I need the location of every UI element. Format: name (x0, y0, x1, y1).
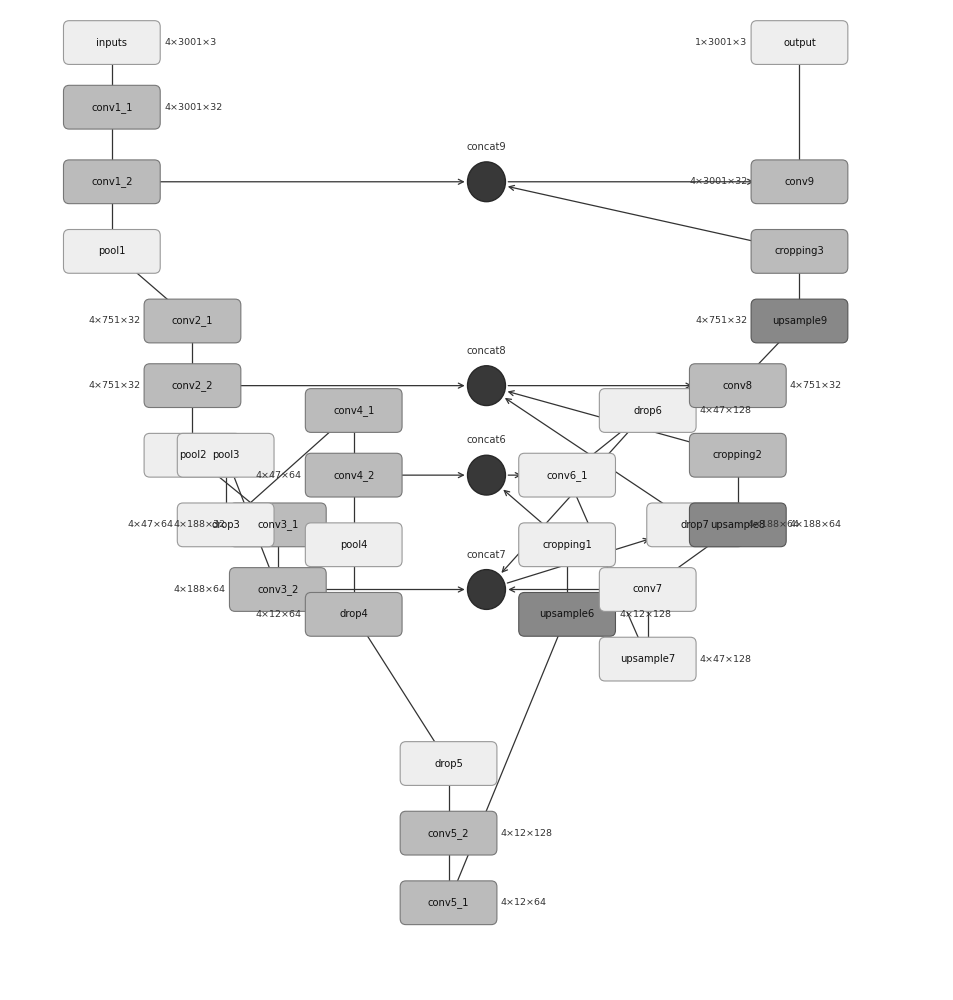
Circle shape (467, 455, 505, 495)
Text: conv4_2: conv4_2 (333, 470, 374, 481)
Text: cropping1: cropping1 (541, 540, 592, 550)
Text: conv4_1: conv4_1 (333, 405, 374, 416)
FancyBboxPatch shape (305, 523, 401, 567)
Text: 4×3001×3: 4×3001×3 (164, 38, 216, 47)
Text: conv5_1: conv5_1 (427, 897, 469, 908)
FancyBboxPatch shape (518, 592, 615, 636)
Text: cropping2: cropping2 (712, 450, 762, 460)
Text: 4×3001×32: 4×3001×32 (688, 177, 746, 186)
Text: conv9: conv9 (783, 177, 814, 187)
Text: upsample6: upsample6 (538, 609, 594, 619)
Text: concat6: concat6 (466, 435, 506, 445)
FancyBboxPatch shape (689, 503, 785, 547)
Text: conv2_1: conv2_1 (172, 316, 213, 326)
Text: pool3: pool3 (212, 450, 239, 460)
FancyBboxPatch shape (598, 637, 696, 681)
FancyBboxPatch shape (64, 160, 160, 204)
Text: 4×12×64: 4×12×64 (255, 610, 301, 619)
Text: 4×3001×32: 4×3001×32 (164, 103, 222, 112)
Text: 4×188×64: 4×188×64 (746, 520, 799, 529)
FancyBboxPatch shape (177, 433, 274, 477)
Text: pool4: pool4 (339, 540, 367, 550)
Text: drop6: drop6 (633, 406, 661, 416)
Text: upsample8: upsample8 (710, 520, 764, 530)
Text: 4×47×128: 4×47×128 (700, 406, 751, 415)
Circle shape (467, 162, 505, 202)
Text: conv1_2: conv1_2 (91, 176, 132, 187)
FancyBboxPatch shape (750, 299, 847, 343)
FancyBboxPatch shape (399, 881, 497, 925)
Text: conv6_1: conv6_1 (546, 470, 587, 481)
FancyBboxPatch shape (64, 85, 160, 129)
Text: 4×12×64: 4×12×64 (500, 898, 546, 907)
FancyBboxPatch shape (750, 21, 847, 64)
Text: 4×188×64: 4×188×64 (173, 585, 226, 594)
Text: conv1_1: conv1_1 (91, 102, 132, 113)
Text: conv2_2: conv2_2 (172, 380, 213, 391)
Text: conv3_2: conv3_2 (257, 584, 298, 595)
Text: drop5: drop5 (434, 759, 462, 769)
Text: conv3_1: conv3_1 (257, 519, 298, 530)
Text: concat7: concat7 (466, 550, 506, 560)
Text: drop3: drop3 (211, 520, 240, 530)
Text: 1×3001×3: 1×3001×3 (695, 38, 746, 47)
Text: 4×751×32: 4×751×32 (695, 316, 746, 325)
Circle shape (467, 366, 505, 406)
FancyBboxPatch shape (518, 523, 615, 567)
FancyBboxPatch shape (230, 503, 326, 547)
FancyBboxPatch shape (305, 592, 401, 636)
Text: output: output (782, 38, 815, 48)
FancyBboxPatch shape (598, 568, 696, 611)
Text: 4×188×32: 4×188×32 (173, 520, 226, 529)
Text: 4×751×32: 4×751×32 (88, 316, 140, 325)
FancyBboxPatch shape (750, 160, 847, 204)
Text: 4×751×32: 4×751×32 (88, 381, 140, 390)
Text: 4×47×128: 4×47×128 (700, 655, 751, 664)
Text: pool1: pool1 (98, 246, 126, 256)
Text: 4×47×64: 4×47×64 (128, 520, 173, 529)
Text: conv8: conv8 (722, 381, 752, 391)
FancyBboxPatch shape (598, 389, 696, 432)
FancyBboxPatch shape (646, 503, 742, 547)
Text: drop4: drop4 (339, 609, 368, 619)
FancyBboxPatch shape (64, 21, 160, 64)
Text: 4×188×64: 4×188×64 (789, 520, 841, 529)
Text: inputs: inputs (96, 38, 127, 48)
Circle shape (467, 570, 505, 609)
Text: upsample9: upsample9 (771, 316, 826, 326)
FancyBboxPatch shape (305, 453, 401, 497)
FancyBboxPatch shape (144, 299, 240, 343)
Text: pool2: pool2 (178, 450, 206, 460)
Text: conv5_2: conv5_2 (427, 828, 469, 839)
Text: 4×12×128: 4×12×128 (618, 610, 671, 619)
Text: 4×751×32: 4×751×32 (789, 381, 841, 390)
Text: concat9: concat9 (466, 142, 506, 152)
FancyBboxPatch shape (177, 503, 274, 547)
Text: concat8: concat8 (466, 346, 506, 356)
FancyBboxPatch shape (399, 742, 497, 785)
FancyBboxPatch shape (144, 364, 240, 408)
FancyBboxPatch shape (399, 811, 497, 855)
Text: 4×47×64: 4×47×64 (255, 471, 301, 480)
Text: conv7: conv7 (632, 584, 662, 594)
FancyBboxPatch shape (518, 453, 615, 497)
FancyBboxPatch shape (689, 364, 785, 408)
FancyBboxPatch shape (689, 433, 785, 477)
Text: cropping3: cropping3 (774, 246, 823, 256)
FancyBboxPatch shape (305, 389, 401, 432)
Text: upsample7: upsample7 (619, 654, 675, 664)
FancyBboxPatch shape (144, 433, 240, 477)
Text: drop7: drop7 (680, 520, 709, 530)
Text: 4×12×128: 4×12×128 (500, 829, 552, 838)
FancyBboxPatch shape (230, 568, 326, 611)
FancyBboxPatch shape (64, 230, 160, 273)
FancyBboxPatch shape (750, 230, 847, 273)
